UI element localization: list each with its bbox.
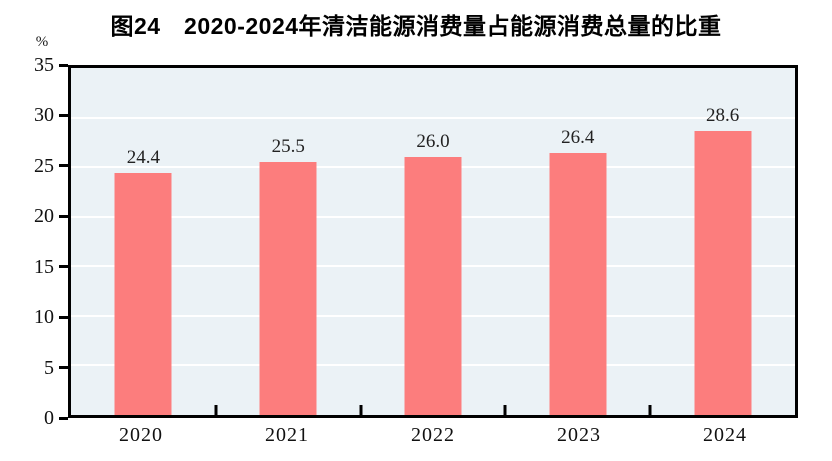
bar-2024 xyxy=(694,131,752,415)
gridline xyxy=(71,116,795,119)
bar-value-label: 25.5 xyxy=(271,136,305,158)
y-axis-tick-mark xyxy=(59,164,68,168)
x-axis-tick-mark xyxy=(214,405,218,415)
plot-area: 24.4 25.5 26.0 26.4 28.6 xyxy=(68,65,798,418)
x-axis-tick-mark xyxy=(359,405,363,415)
y-axis-tick-mark xyxy=(59,366,68,370)
x-axis-tick-mark xyxy=(503,405,507,415)
y-tick-label: 5 xyxy=(44,356,54,379)
x-tick-label-2023: 2023 xyxy=(557,424,601,446)
y-axis-tick-mark xyxy=(59,265,68,269)
x-tick-label-2020: 2020 xyxy=(119,424,163,446)
y-tick-label: 0 xyxy=(44,407,54,429)
y-axis-tick-mark xyxy=(59,315,68,319)
y-axis-tick-mark xyxy=(59,214,68,218)
y-tick-label: 10 xyxy=(34,306,54,329)
y-axis-tick-mark xyxy=(59,113,68,117)
bar-value-label: 24.4 xyxy=(126,147,161,169)
y-tick-label: 20 xyxy=(34,205,54,228)
bar-value-label: 26.4 xyxy=(561,127,595,149)
bar-2023 xyxy=(549,153,607,415)
bar-2020 xyxy=(114,173,172,415)
y-axis-tick-mark xyxy=(59,416,68,420)
chart-title: 图24 2020-2024年清洁能源消费量占能源消费总量的比重 xyxy=(110,13,722,39)
x-axis-tick-mark xyxy=(648,405,652,415)
y-axis-unit-label: % xyxy=(35,34,49,50)
y-tick-label: 35 xyxy=(34,54,54,76)
y-tick-label: 15 xyxy=(34,255,54,278)
y-tick-label: 25 xyxy=(34,154,54,177)
x-tick-label-2024: 2024 xyxy=(703,424,747,446)
bar-2022 xyxy=(404,157,462,415)
bar-value-label: 26.0 xyxy=(416,131,450,153)
y-axis-tick-mark xyxy=(59,63,68,67)
bar-value-label: 28.6 xyxy=(705,105,740,127)
bar-2021 xyxy=(259,162,317,415)
y-tick-label: 30 xyxy=(34,104,54,127)
x-tick-label-2022: 2022 xyxy=(411,424,455,446)
x-tick-label-2021: 2021 xyxy=(265,424,309,446)
